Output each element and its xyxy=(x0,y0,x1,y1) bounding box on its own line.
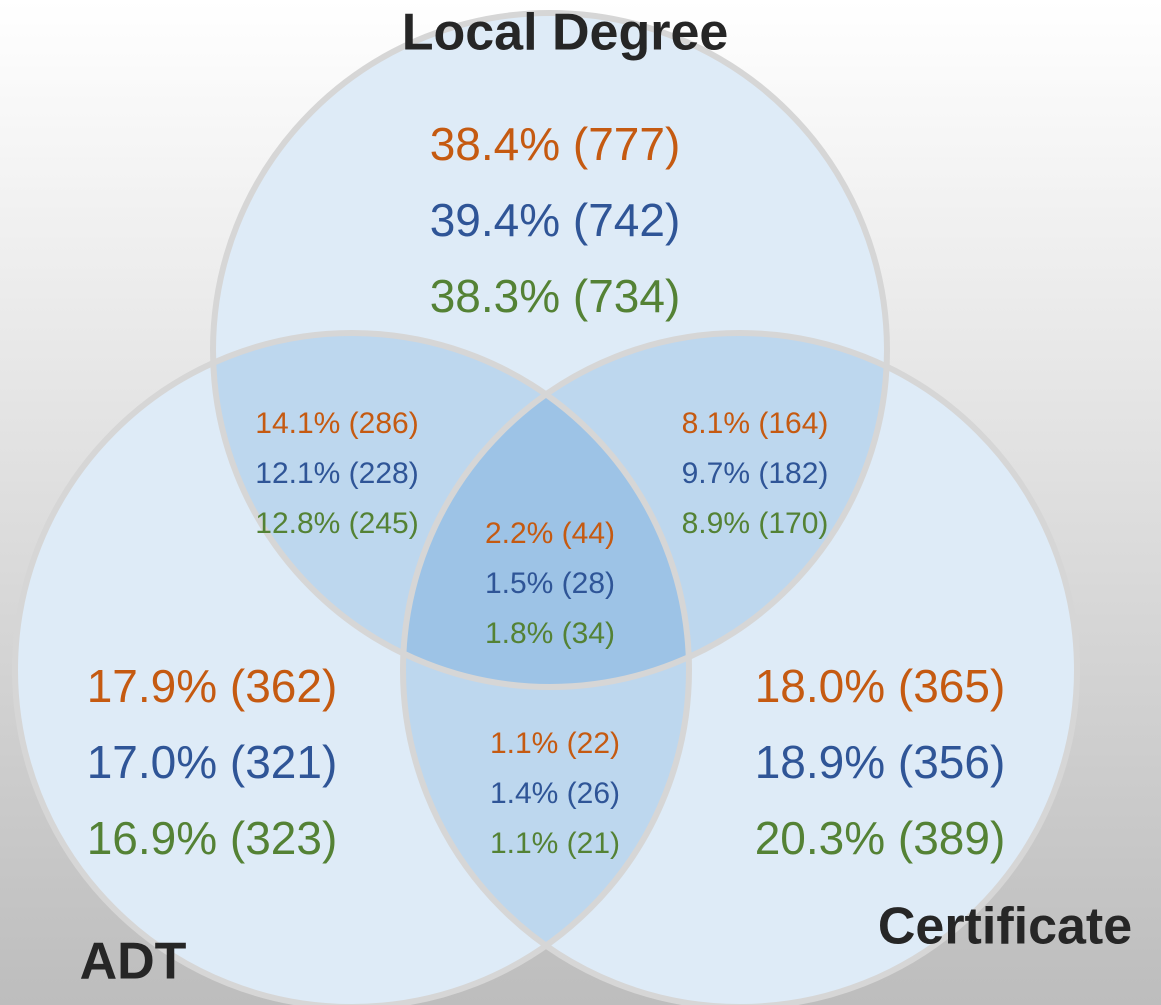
overlap-triple xyxy=(403,333,689,687)
region-value: 38.4% (777) xyxy=(430,118,681,170)
region-value: 18.0% (365) xyxy=(755,660,1006,712)
region-value: 1.1% (22) xyxy=(490,727,620,760)
region-value: 1.4% (26) xyxy=(490,777,620,810)
region-value: 17.9% (362) xyxy=(87,660,338,712)
region-value: 17.0% (321) xyxy=(87,736,338,788)
region-value: 1.1% (21) xyxy=(490,827,620,860)
outline xyxy=(400,330,1080,1005)
overlap-triple-group xyxy=(403,333,689,687)
region-value: 18.9% (356) xyxy=(755,736,1006,788)
set-label: Certificate xyxy=(878,898,1132,956)
region-value: 2.2% (44) xyxy=(485,517,615,550)
outline xyxy=(210,10,890,690)
region-value: 9.7% (182) xyxy=(682,457,829,490)
region-value: 39.4% (742) xyxy=(430,194,681,246)
set-labels: Local Degree ADT Certificate xyxy=(80,4,1133,991)
region-value: 12.1% (228) xyxy=(255,457,418,490)
outline xyxy=(12,330,692,1005)
set-label: Local Degree xyxy=(402,4,729,62)
region-value: 1.8% (34) xyxy=(485,617,615,650)
region-value: 16.9% (323) xyxy=(87,812,338,864)
set-label: ADT xyxy=(80,933,187,991)
region-value: 14.1% (286) xyxy=(255,407,418,440)
region-value: 8.9% (170) xyxy=(682,507,829,540)
region-value: 12.8% (245) xyxy=(255,507,418,540)
overlap-b xyxy=(403,333,689,1005)
region-value: 20.3% (389) xyxy=(755,812,1006,864)
outlines xyxy=(12,10,1080,1005)
region-value: 38.3% (734) xyxy=(430,270,681,322)
region-value: 1.5% (28) xyxy=(485,567,615,600)
region-value: 8.1% (164) xyxy=(682,407,829,440)
